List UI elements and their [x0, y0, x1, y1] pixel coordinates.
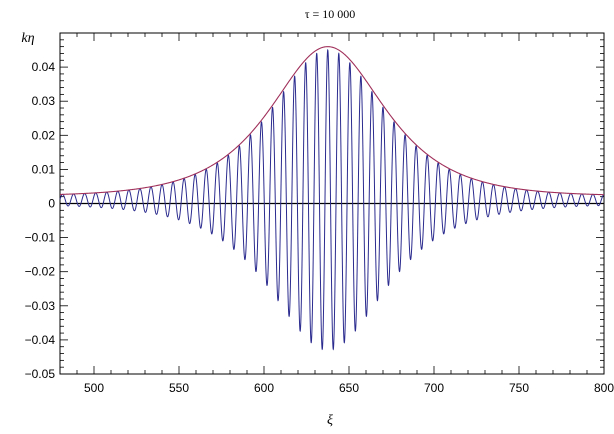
envelope-series-line [59, 46, 605, 196]
x-tick-label: 800 [594, 381, 614, 395]
y-axis-title: kη [21, 31, 34, 46]
x-tick-label: 700 [424, 381, 444, 395]
x-tick-label: 600 [254, 381, 274, 395]
x-tick-label: 650 [339, 381, 359, 395]
x-axis-title: ξ [327, 413, 333, 428]
y-tick-label: −0.03 [25, 299, 56, 313]
x-tick-label: 550 [169, 381, 189, 395]
y-tick-label: 0.03 [32, 94, 56, 108]
y-tick-label: −0.05 [25, 367, 56, 381]
y-tick-label: −0.02 [25, 265, 56, 279]
chart-title: τ = 10 000 [305, 7, 356, 21]
y-tick-label: 0.02 [32, 128, 56, 142]
x-tick-label: 750 [509, 381, 529, 395]
y-tick-label: −0.04 [25, 333, 56, 347]
x-tick-label: 500 [84, 381, 104, 395]
plot-area: 500 550 600 650 700 750 800 −0.05 −0.04 −0.03 −0.0… [25, 32, 614, 395]
y-tick-label: 0.04 [32, 60, 56, 74]
y-tick-label: 0.01 [32, 162, 56, 176]
y-tick-label: −0.01 [25, 231, 56, 245]
y-tick-label: 0 [48, 197, 55, 211]
wave-series-line [59, 48, 605, 351]
